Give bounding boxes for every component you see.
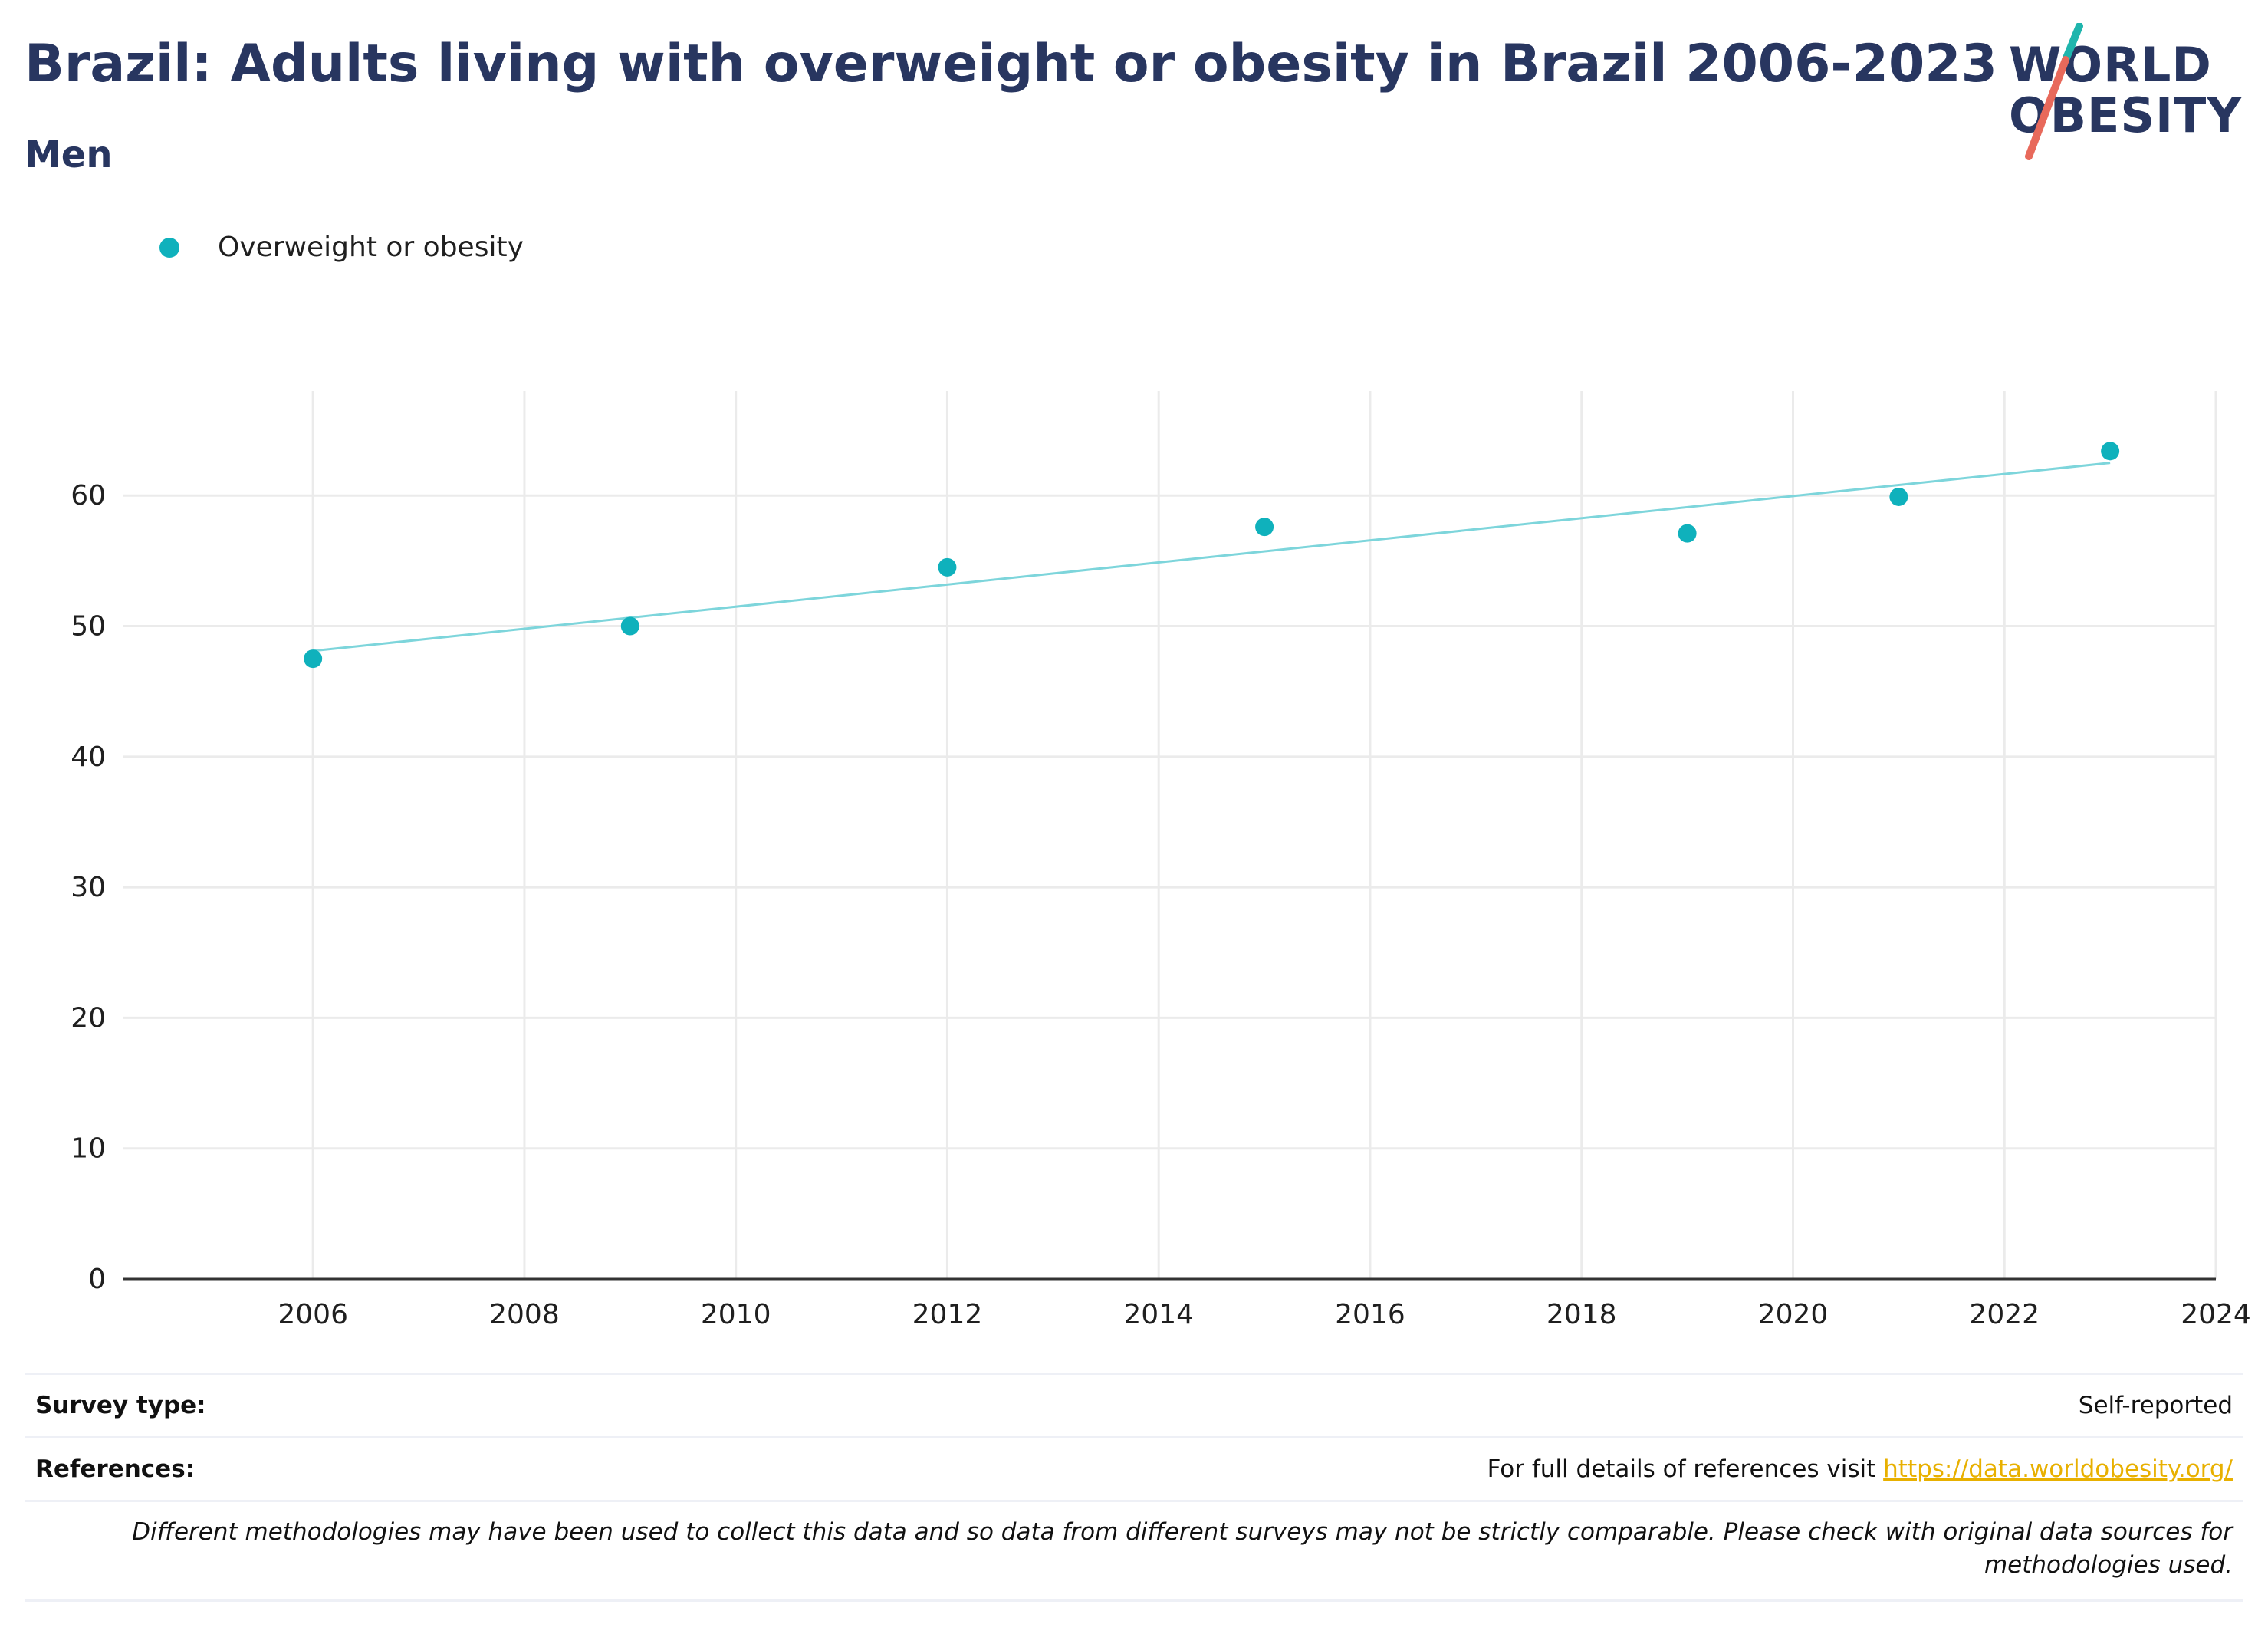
logo-word-world: WORLD <box>2009 37 2212 93</box>
data-point <box>1255 518 1274 537</box>
references-row: References: For full details of referenc… <box>25 1436 2243 1500</box>
y-tick-label: 60 <box>71 480 106 511</box>
chart-title: Brazil: Adults living with overweight or… <box>25 34 1997 94</box>
x-tick-label: 2016 <box>1335 1299 1405 1330</box>
legend-marker <box>159 237 179 258</box>
trend-line <box>313 462 2111 653</box>
y-tick-label: 40 <box>71 741 106 773</box>
data-point <box>2101 442 2120 461</box>
x-tick-label: 2020 <box>1758 1299 1829 1330</box>
chart-footer: Survey type: Self-reported References: F… <box>25 1373 2243 1602</box>
y-tick-label: 0 <box>88 1264 106 1295</box>
data-point <box>1889 487 1908 506</box>
y-tick-label: 20 <box>71 1002 106 1034</box>
survey-type-label: Survey type: <box>35 1392 206 1419</box>
y-tick-label: 30 <box>71 872 106 903</box>
logo-slash-icon <box>2025 23 2083 160</box>
data-point <box>1678 524 1697 543</box>
methodology-note: Different methodologies may have been us… <box>25 1500 2243 1602</box>
data-point <box>938 557 957 577</box>
references-value: For full details of references visit htt… <box>1487 1455 2243 1483</box>
data-point <box>304 649 323 669</box>
x-tick-label: 2014 <box>1123 1299 1194 1330</box>
references-text: For full details of references visit <box>1487 1455 1884 1483</box>
data-point <box>620 616 639 636</box>
y-tick-label: 10 <box>71 1133 106 1165</box>
survey-type-row: Survey type: Self-reported <box>25 1373 2243 1436</box>
x-tick-label: 2008 <box>489 1299 560 1330</box>
references-link[interactable]: https://data.worldobesity.org/ <box>1883 1455 2233 1483</box>
chart-subtitle: Men <box>25 133 113 176</box>
x-tick-label: 2012 <box>912 1299 983 1330</box>
legend-label: Overweight or obesity <box>218 232 524 263</box>
scatter-chart: 0 10 20 30 40 50 60 2006 2008 2010 2012 2014 2016 201… <box>71 391 2251 1330</box>
survey-type-value: Self-reported <box>2078 1392 2233 1419</box>
y-tick-label: 50 <box>71 611 106 643</box>
x-tick-label: 2022 <box>1969 1299 2040 1330</box>
chart-legend: Overweight or obesity <box>159 232 524 263</box>
x-tick-label: 2010 <box>701 1299 771 1330</box>
x-tick-label: 2006 <box>278 1299 348 1330</box>
world-obesity-logo: WORLD OBESITY <box>1994 23 2254 161</box>
x-tick-label: 2018 <box>1547 1299 1617 1330</box>
references-label: References: <box>35 1455 196 1483</box>
x-tick-label: 2024 <box>2181 1299 2251 1330</box>
